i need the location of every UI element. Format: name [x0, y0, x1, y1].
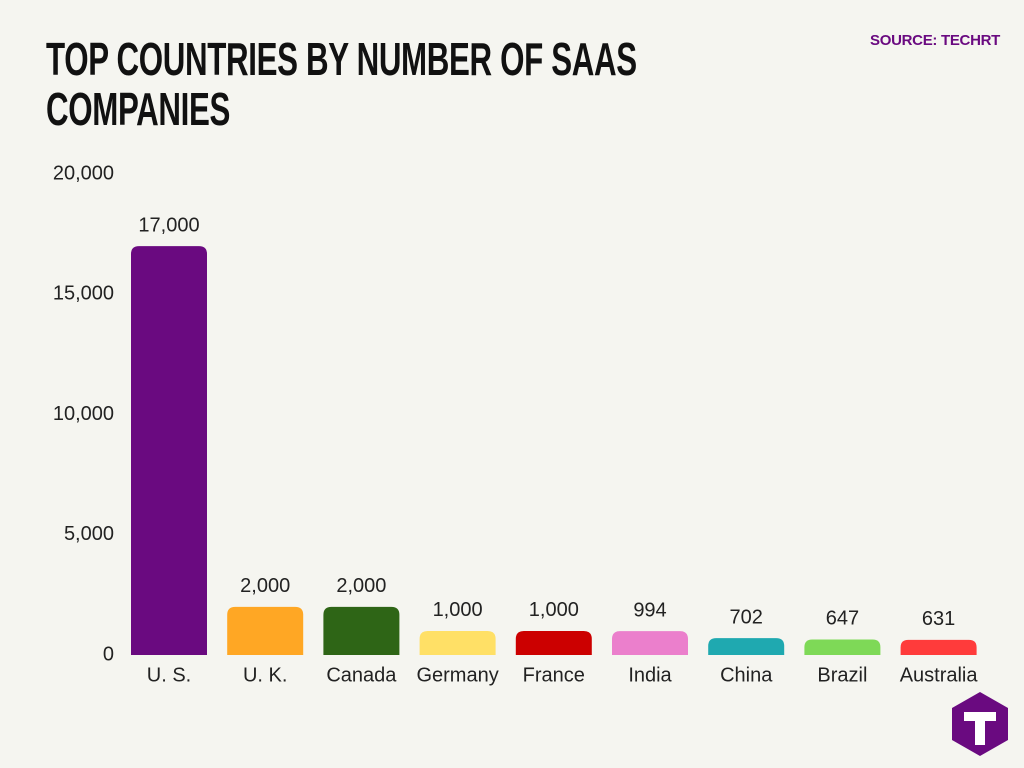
y-tick-label: 10,000: [53, 403, 114, 425]
bar: [708, 638, 785, 655]
value-label: 647: [826, 608, 859, 630]
y-tick-label: 0: [103, 643, 114, 665]
value-label: 1,000: [433, 599, 483, 621]
value-label: 1,000: [529, 599, 579, 621]
value-label: 2,000: [336, 575, 386, 597]
value-label: 17,000: [138, 214, 199, 236]
bar: [323, 606, 400, 655]
value-label: 702: [730, 606, 763, 628]
value-label: 2,000: [240, 575, 290, 597]
x-tick-label: Canada: [326, 664, 397, 686]
bar: [900, 639, 977, 655]
x-tick-label: India: [628, 664, 672, 686]
x-tick-label: U. S.: [147, 664, 191, 686]
x-tick-label: China: [720, 664, 773, 686]
bar: [419, 630, 496, 655]
value-label: 631: [922, 608, 955, 630]
y-tick-label: 20,000: [53, 162, 114, 184]
x-tick-label: Germany: [416, 664, 498, 686]
bar: [804, 639, 881, 655]
chart-title: TOP COUNTRIES BY NUMBER OF SAAS COMPANIE…: [46, 33, 637, 135]
source: SOURCE: TECHRT: [870, 32, 1000, 49]
x-tick-label: France: [523, 664, 585, 686]
x-tick-label: Australia: [900, 664, 979, 686]
bar: [227, 606, 304, 655]
value-label: 994: [633, 599, 666, 621]
bar: [131, 246, 207, 655]
x-tick-label: U. K.: [243, 664, 287, 686]
y-tick-label: 5,000: [64, 523, 114, 545]
y-tick-label: 15,000: [53, 283, 114, 305]
logo: [952, 692, 1008, 756]
x-tick-label: Brazil: [817, 664, 867, 686]
bar: [515, 630, 592, 655]
bar: [612, 631, 688, 655]
